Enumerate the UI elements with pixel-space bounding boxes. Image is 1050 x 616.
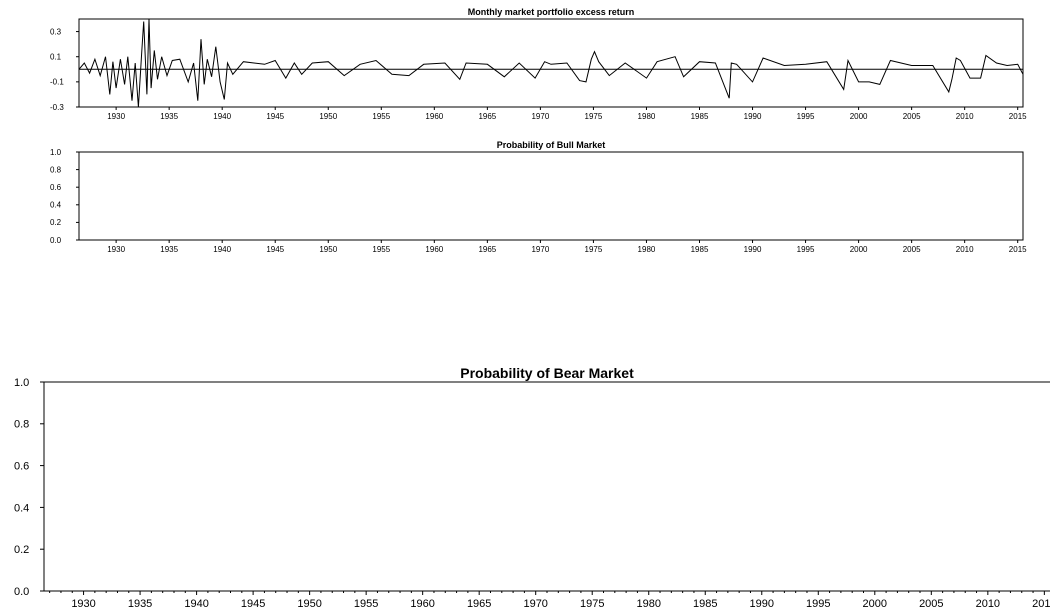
x-tick-label: 1965 — [478, 112, 496, 121]
x-tick-label: 1965 — [467, 598, 491, 610]
y-tick-label: 0.4 — [50, 201, 62, 210]
x-tick-label: 1945 — [266, 112, 284, 121]
x-tick-label: 2010 — [956, 245, 974, 254]
x-tick-label: 1940 — [184, 598, 208, 610]
x-tick-label: 2000 — [863, 598, 887, 610]
x-tick-label: 2005 — [919, 598, 943, 610]
x-tick-label: 2015 — [1032, 598, 1050, 610]
series-line — [78, 18, 1024, 108]
x-tick-label: 1935 — [160, 112, 178, 121]
x-tick-label: 1945 — [241, 598, 265, 610]
x-tick-label: 1950 — [319, 112, 337, 121]
y-tick-label: 0.3 — [50, 27, 62, 36]
chart-title: Probability of Bear Market — [460, 365, 634, 381]
x-tick-label: 1960 — [425, 112, 443, 121]
plot-frame — [78, 18, 1024, 108]
x-tick-label: 1940 — [213, 112, 231, 121]
x-tick-label: 1945 — [266, 245, 284, 254]
chart-title: Monthly market portfolio excess return — [468, 7, 635, 17]
y-tick-label: 1.0 — [50, 148, 62, 157]
chart-title: Probability of Bull Market — [497, 140, 606, 150]
x-tick-label: 1980 — [638, 245, 656, 254]
x-tick-label: 1935 — [128, 598, 152, 610]
x-tick-label: 1965 — [478, 245, 496, 254]
chart-market-excess-return: Monthly market portfolio excess return -0… — [50, 7, 1027, 121]
x-tick-label: 1970 — [531, 245, 549, 254]
x-tick-label: 2000 — [850, 112, 868, 121]
x-tick-label: 2000 — [850, 245, 868, 254]
x-tick-label: 1985 — [691, 112, 709, 121]
x-tick-label: 1975 — [580, 598, 604, 610]
x-tick-label: 1990 — [750, 598, 774, 610]
x-tick-label: 1980 — [636, 598, 660, 610]
chart-bull-probability: Probability of Bull Market 0.0 0.2 0.4 0.6 0.… — [50, 140, 1027, 254]
y-tick-label: 1.0 — [14, 377, 29, 389]
x-tick-label: 1980 — [638, 112, 656, 121]
x-tick-label: 1960 — [410, 598, 434, 610]
x-tick-label: 1985 — [693, 598, 717, 610]
y-tick-label: 0.2 — [50, 218, 62, 227]
x-tick-label: 1995 — [797, 112, 815, 121]
x-tick-label: 1995 — [806, 598, 830, 610]
x-tick-label: 1950 — [297, 598, 321, 610]
x-tick-label: 1935 — [160, 245, 178, 254]
x-tick-label: 1990 — [744, 112, 762, 121]
x-tick-label: 1970 — [523, 598, 547, 610]
y-tick-label: -0.1 — [50, 78, 64, 87]
y-tick-label: 0.8 — [14, 419, 29, 431]
plot-frame — [78, 151, 1024, 241]
y-tick-label: 0.2 — [14, 544, 29, 556]
x-tick-label: 1930 — [71, 598, 95, 610]
y-tick-label: 0.1 — [50, 53, 62, 62]
x-tick-label: 1970 — [531, 112, 549, 121]
y-tick-label: 0.6 — [14, 460, 29, 472]
x-tick-label: 1930 — [107, 112, 125, 121]
y-tick-label: -0.3 — [50, 103, 64, 112]
x-tick-label: 1955 — [354, 598, 378, 610]
x-tick-label: 1960 — [425, 245, 443, 254]
y-tick-label: 0.4 — [14, 502, 29, 514]
y-tick-label: 0.6 — [50, 183, 62, 192]
x-tick-label: 2010 — [956, 112, 974, 121]
x-tick-label: 2005 — [903, 245, 921, 254]
x-tick-label: 1930 — [107, 245, 125, 254]
x-tick-label: 2015 — [1009, 112, 1027, 121]
x-tick-label: 1940 — [213, 245, 231, 254]
x-tick-label: 1985 — [691, 245, 709, 254]
x-tick-label: 2015 — [1009, 245, 1027, 254]
x-tick-label: 2005 — [903, 112, 921, 121]
y-tick-label: 0.0 — [50, 236, 62, 245]
y-tick-label: 0.0 — [14, 586, 29, 598]
chart-bear-probability: Probability of Bear Market 0.0 0.2 0.4 0.6 0.… — [14, 365, 1050, 610]
x-tick-label: 1975 — [585, 112, 603, 121]
x-tick-label: 1950 — [319, 245, 337, 254]
x-tick-label: 1955 — [372, 245, 390, 254]
x-tick-label: 1955 — [372, 112, 390, 121]
x-tick-label: 1995 — [797, 245, 815, 254]
y-tick-label: 0.8 — [50, 165, 62, 174]
x-tick-label: 2010 — [976, 598, 1000, 610]
x-tick-label: 1975 — [585, 245, 603, 254]
x-tick-label: 1990 — [744, 245, 762, 254]
